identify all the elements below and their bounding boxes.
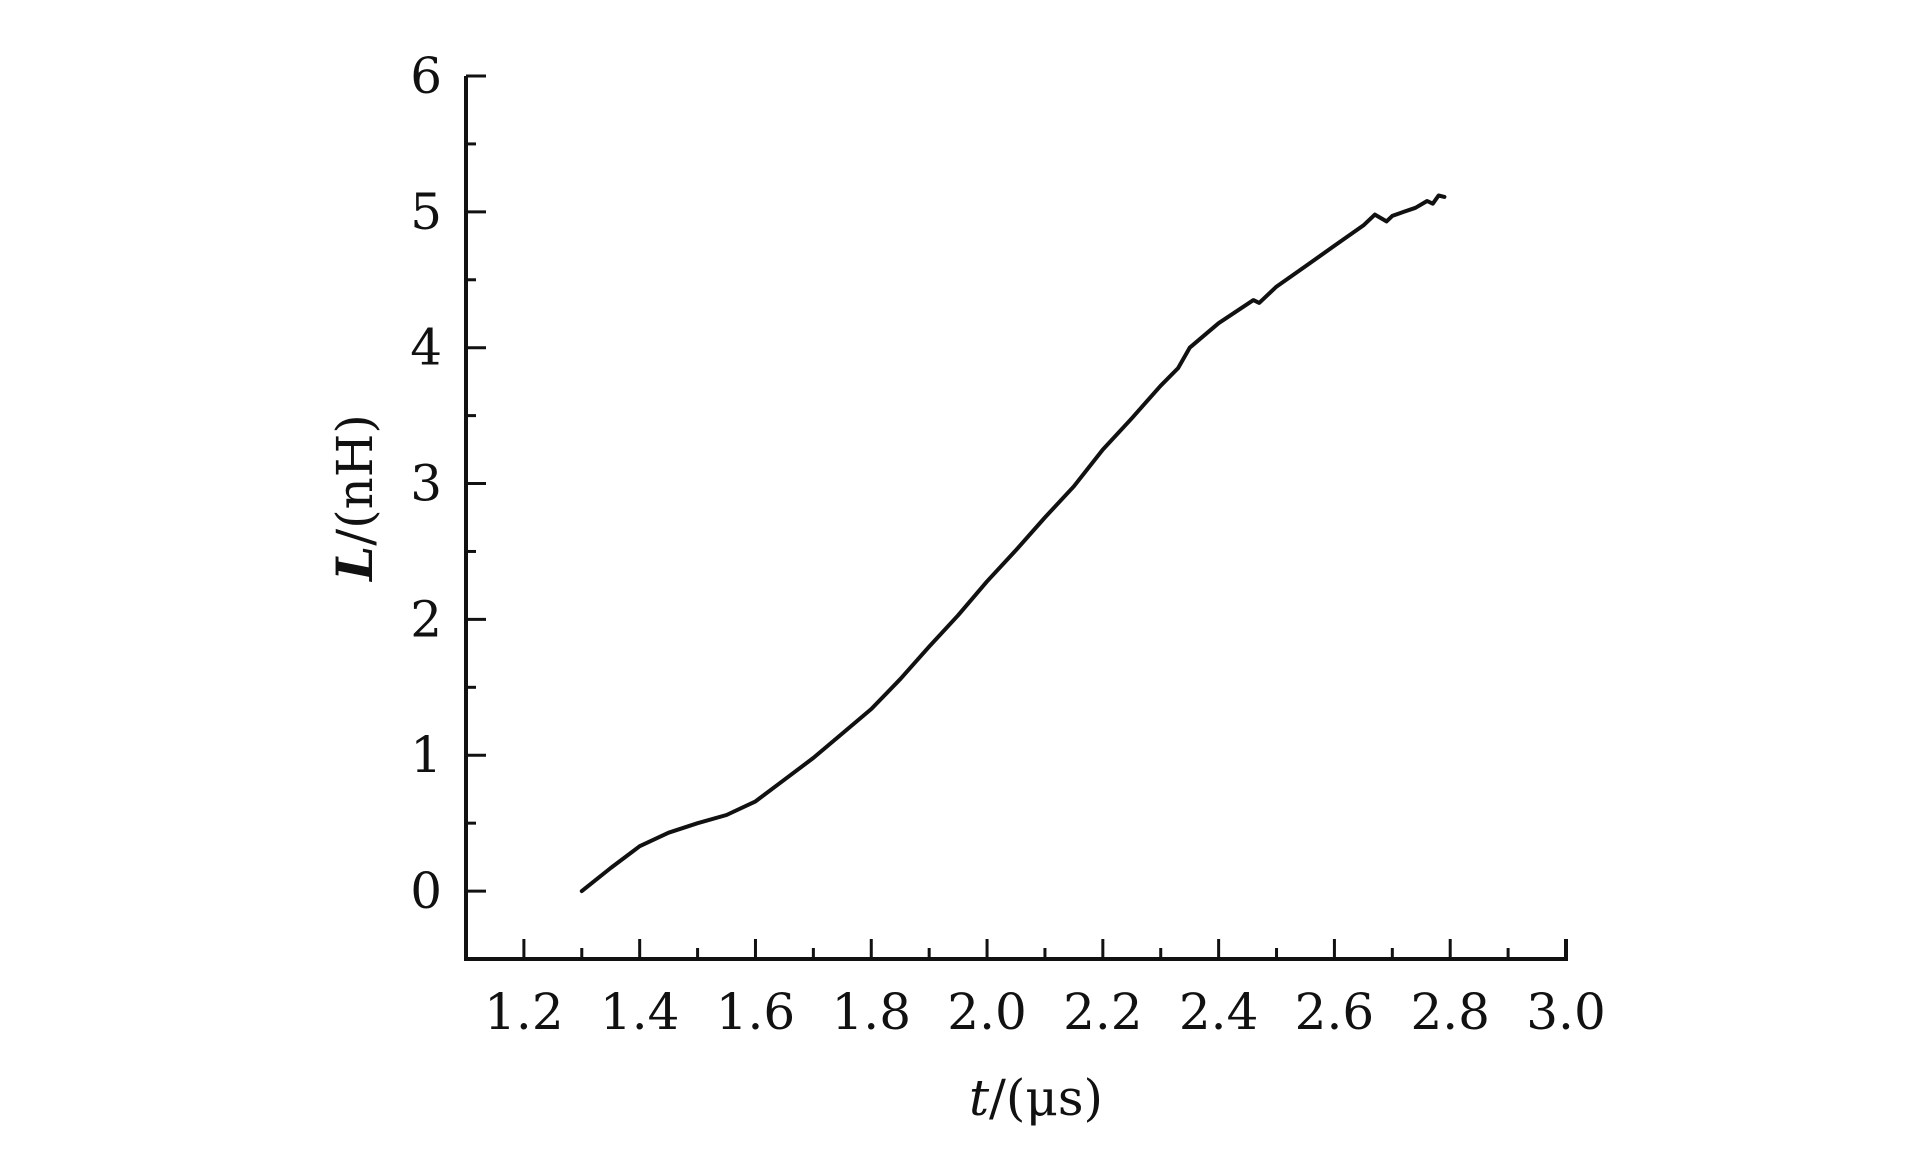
x-tick-label: 1.4 (600, 983, 680, 1041)
y-axis-title: L/(nH) (325, 414, 384, 583)
x-tick-label: 1.8 (831, 983, 911, 1041)
axes (464, 76, 1568, 961)
x-tick-label: 1.2 (484, 983, 564, 1041)
x-tick-label: 2.6 (1295, 983, 1375, 1041)
y-tick-label: 0 (410, 862, 442, 920)
tick-labels: 1.2 1.4 1.6 1.8 2.0 2.2 2.4 2.6 2.8 3.0 0 1 2 3 4 5 6 (410, 47, 1606, 1041)
x-tick-label: 2.0 (947, 983, 1027, 1041)
y-tick-label: 4 (410, 319, 442, 377)
y-tick-label: 2 (410, 590, 442, 648)
series-line (579, 193, 1447, 894)
x-tick-label: 3.0 (1526, 983, 1606, 1041)
ticks (466, 74, 1568, 959)
y-tick-label: 1 (410, 726, 442, 784)
x-tick-label: 1.6 (716, 983, 796, 1041)
x-tick-label: 2.4 (1179, 983, 1259, 1041)
y-tick-label: 3 (410, 455, 442, 513)
y-tick-label: 5 (410, 183, 442, 241)
x-axis-title: t/(μs) (969, 1069, 1103, 1127)
x-tick-label: 2.8 (1410, 983, 1490, 1041)
y-tick-label: 6 (410, 47, 442, 105)
x-tick-label: 2.2 (1063, 983, 1143, 1041)
